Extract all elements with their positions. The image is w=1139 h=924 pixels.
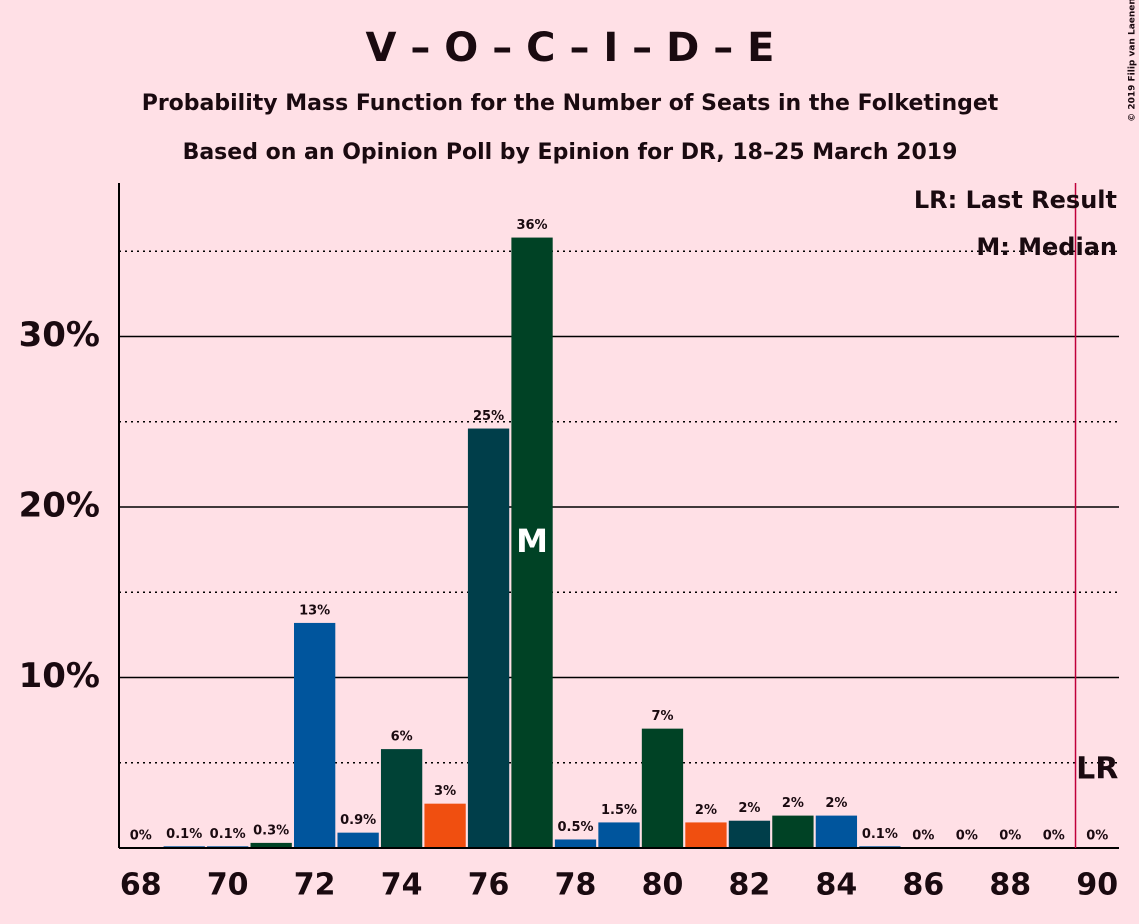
value-label: 0% [912,829,934,844]
value-label: 36% [516,218,547,233]
value-label: 0% [956,829,978,844]
x-tick-label: 76 [468,868,510,903]
value-label: 13% [299,603,330,618]
value-label: 0.1% [862,827,898,842]
value-label: 7% [651,709,673,724]
value-label: 3% [434,784,456,799]
chart-subtitle: Probability Mass Function for the Number… [142,91,999,116]
value-label: 0.9% [340,813,376,828]
bar [641,728,684,848]
bar [250,842,292,848]
y-tick-label: 20% [19,485,100,525]
plot-area: 10% 20% 30% 68 70 72 74 76 78 80 82 84 86 88 90 0% 0.1% 0… [19,183,1119,903]
value-label: 2% [825,796,847,811]
x-tick-label: 70 [207,868,249,903]
bar [380,749,423,848]
x-tick-label: 82 [729,868,771,903]
value-label: 0.3% [253,823,289,838]
y-tick-label: 30% [19,315,100,355]
bar [772,815,814,848]
median-marker: M [516,522,548,560]
value-label: 0% [1043,829,1065,844]
bar [294,622,336,848]
legend-entry: M: Median [976,233,1117,261]
value-label: 0.1% [210,827,246,842]
x-tick-label: 80 [642,868,684,903]
bar [424,803,466,848]
x-tick-label: 88 [989,868,1031,903]
value-label: 0.5% [557,820,593,835]
value-label: 25% [473,409,504,424]
value-label: 2% [695,803,717,818]
chart-subtitle: Based on an Opinion Poll by Epinion for … [183,140,958,165]
bar [598,822,640,848]
copyright: © 2019 Filip van Laenen [1128,0,1138,122]
chart-title: V – O – C – I – D – E [366,25,775,71]
value-label: 1.5% [601,803,637,818]
x-tick-label: 78 [555,868,597,903]
x-tick-label: 90 [1076,868,1118,903]
value-label: 0.1% [166,827,202,842]
bar [337,832,379,848]
value-label: 0% [130,829,152,844]
bar [554,839,597,848]
bar [511,237,553,849]
x-tick-label: 72 [294,868,336,903]
legend-entry: LR: Last Result [914,186,1117,214]
x-tick-label: 68 [120,868,162,903]
x-tick-label: 84 [816,868,858,903]
value-label: 2% [738,801,760,816]
value-label: 6% [391,730,413,745]
bar [815,815,858,848]
value-label: 0% [999,829,1021,844]
value-label: 2% [782,796,804,811]
x-tick-label: 86 [902,868,944,903]
bar [728,820,771,848]
last-result-label: LR [1076,752,1118,787]
x-tick-label: 74 [381,868,423,903]
y-tick-label: 10% [19,656,100,696]
bar [685,822,727,848]
bar [467,428,510,848]
value-label: 0% [1086,829,1108,844]
